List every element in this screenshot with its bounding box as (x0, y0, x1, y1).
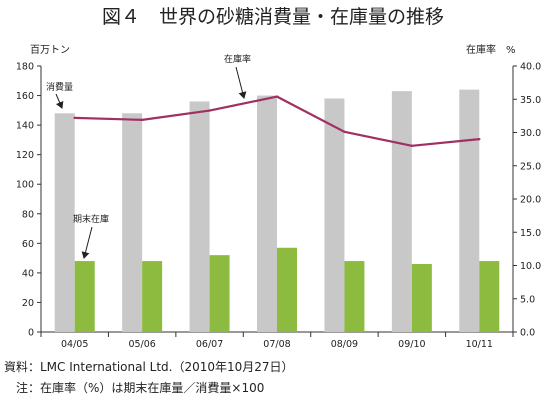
stock-bar (411, 264, 432, 332)
left-tick-label: 120 (16, 150, 34, 161)
stock-ratio-point (275, 95, 279, 98)
stock-ratio-point (343, 130, 346, 134)
right-tick-label: 0.0 (520, 328, 535, 339)
source-note: 資料：LMC International Ltd.（2010年10月27日） (4, 360, 294, 374)
left-tick-label: 160 (16, 91, 34, 102)
stock-annotation-arrow (81, 226, 93, 259)
right-tick-label: 10.0 (520, 261, 541, 272)
stock-bar (344, 261, 365, 332)
left-tick-label: 0 (28, 328, 34, 339)
stock-ratio-point (208, 109, 211, 112)
stock-bar (209, 255, 230, 332)
chart-title: 図４ 世界の砂糖消費量・在庫量の推移 (102, 6, 444, 28)
left-tick-label: 40 (22, 268, 34, 279)
right-tick-label: 25.0 (520, 161, 541, 172)
left-tick-label: 100 (16, 180, 34, 191)
stock-ratio-point (140, 118, 144, 122)
right-tick-label: 5.0 (520, 294, 535, 305)
right-axis-unit: 在庫率 % (466, 43, 516, 56)
consumption-bar (391, 91, 412, 332)
left-tick-label: 140 (16, 121, 34, 132)
stock-ratio-annotation-arrow (235, 66, 247, 99)
stock-annotation: 期末在庫 (73, 213, 109, 225)
consumption-bar (459, 89, 480, 333)
x-tick-label: 08/09 (331, 339, 358, 350)
stock-bar (479, 261, 500, 332)
left-axis-unit: 百万トン (30, 44, 70, 56)
axes: 0 20 40 60 80 100 120 140 160 180 0.0 5.0 10.0 15.0 20… (16, 62, 541, 351)
stock-ratio-line (73, 95, 481, 147)
right-tick-label: 40.0 (520, 62, 541, 73)
consumption-bar (324, 98, 345, 332)
bars (54, 89, 500, 333)
right-tick-label: 35.0 (520, 95, 541, 106)
consumption-annotation: 消費量 (46, 81, 73, 93)
stock-ratio-point (410, 144, 414, 147)
stock-bar (142, 261, 163, 332)
left-tick-label: 60 (22, 239, 34, 250)
consumption-bar (122, 113, 143, 333)
x-tick-label: 06/07 (196, 339, 223, 350)
right-tick-label: 15.0 (520, 228, 541, 239)
formula-note: 注：在庫率（%）は期末在庫量／消費量×100 (4, 381, 265, 395)
stock-ratio-point (73, 116, 76, 120)
stock-ratio-point (478, 137, 481, 141)
consumption-bar (189, 101, 210, 332)
left-tick-label: 80 (22, 209, 34, 220)
stock-ratio-annotation: 在庫率 (224, 53, 251, 65)
right-tick-label: 30.0 (520, 128, 541, 139)
consumption-annotation-arrow (55, 93, 64, 109)
stock-bar (277, 247, 297, 332)
right-tick-label: 20.0 (520, 195, 541, 206)
stock-bar (74, 261, 95, 332)
x-tick-label: 04/05 (61, 339, 88, 350)
x-tick-label: 07/08 (263, 339, 290, 350)
left-tick-label: 180 (16, 62, 34, 73)
x-tick-label: 09/10 (398, 339, 425, 350)
x-tick-label: 10/11 (466, 339, 493, 350)
x-tick-label: 05/06 (128, 339, 155, 350)
consumption-bar (54, 113, 75, 333)
left-tick-label: 20 (22, 298, 34, 309)
consumption-bar (257, 95, 277, 332)
